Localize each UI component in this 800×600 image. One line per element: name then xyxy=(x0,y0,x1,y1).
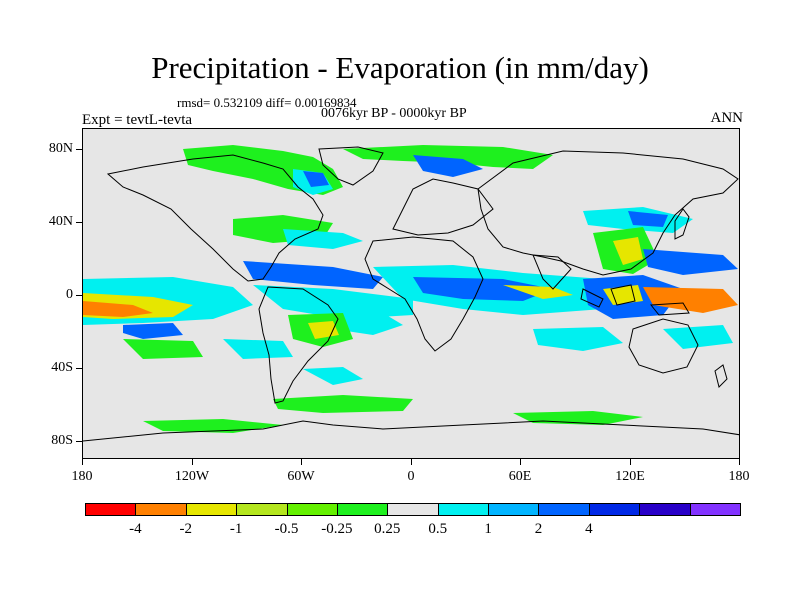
lon-label-0: 0 xyxy=(407,469,415,484)
world-map xyxy=(83,145,739,442)
lon-label-120e: 120E xyxy=(615,469,645,484)
lat-tick xyxy=(76,368,82,369)
colorbar-swatch xyxy=(689,503,741,516)
colorbar-label: -1 xyxy=(229,521,243,537)
field-io-yellow xyxy=(503,285,573,299)
field-hudson-blue xyxy=(303,171,329,187)
coast-new-guinea xyxy=(650,302,690,316)
coast-australia xyxy=(628,318,699,374)
field-mc-orange xyxy=(643,287,738,313)
colorbar-label: -2 xyxy=(179,521,193,537)
field-nwatlantic-cyan xyxy=(283,229,363,249)
field-arctic-green-2 xyxy=(343,145,553,169)
map-plot-area xyxy=(82,128,740,459)
field-atl-cyan xyxy=(253,285,413,319)
colorbar-swatch xyxy=(437,503,490,516)
lat-label-80n: 80N xyxy=(48,141,73,156)
colorbar-swatch xyxy=(387,503,439,516)
colorbar-label: 0.5 xyxy=(428,521,448,537)
lon-tick xyxy=(630,459,631,465)
coastlines xyxy=(83,146,739,442)
lat-label-80s: 80S xyxy=(51,433,73,448)
lat-tick xyxy=(76,149,82,150)
colorbar-swatch xyxy=(85,503,137,516)
colorbar-swatch xyxy=(488,503,540,516)
lat-label-40s: 40S xyxy=(51,360,73,375)
field-nwpac-blue xyxy=(643,249,738,275)
field-mc-yellow xyxy=(603,285,643,305)
colorbar-label: 1 xyxy=(484,521,492,537)
stats-subtitle: rmsd= 0.532109 diff= 0.00169834 xyxy=(177,95,357,110)
colorbar-label: 4 xyxy=(585,521,593,537)
field-sio-cyan xyxy=(533,327,623,351)
period-subtitle: 0076kyr BP - 0000kyr BP xyxy=(321,106,467,121)
experiment-label: Expt = tevtL-tevta xyxy=(82,112,193,128)
colorbar-swatch xyxy=(336,503,389,516)
lon-label-60w: 60W xyxy=(287,469,315,484)
colorbar-label: -0.5 xyxy=(274,521,299,537)
lon-tick xyxy=(739,459,740,465)
colorbar-label: 2 xyxy=(534,521,543,537)
coast-antarctica xyxy=(83,420,739,442)
colorbar-swatch xyxy=(135,503,187,516)
lon-tick xyxy=(301,459,302,465)
colorbar-swatch xyxy=(588,503,641,516)
field-kuroshio-blue xyxy=(628,211,668,227)
lon-tick xyxy=(520,459,521,465)
colorbar-swatch xyxy=(538,503,590,516)
field-so-green xyxy=(273,395,413,413)
field-so-cyan xyxy=(303,367,363,385)
lat-label-0: 0 xyxy=(66,287,73,302)
colorbar-label: -0.25 xyxy=(321,521,353,537)
lon-label-180w: 180 xyxy=(71,469,93,484)
coast-india xyxy=(532,254,572,290)
lat-tick xyxy=(76,222,82,223)
field-io-blue xyxy=(413,277,553,301)
season-label: ANN xyxy=(710,110,744,126)
lat-tick xyxy=(76,295,82,296)
lon-tick xyxy=(192,459,193,465)
coast-new-zealand xyxy=(714,364,728,388)
colorbar xyxy=(85,503,741,516)
field-atl-blue xyxy=(243,261,383,289)
lon-label-60e: 60E xyxy=(508,469,532,484)
colorbar-label: 0.25 xyxy=(374,521,401,537)
colorbar-swatch xyxy=(286,503,338,516)
field-satl-cyan xyxy=(223,339,293,359)
colorbar-swatch xyxy=(236,503,288,516)
coast-sumatra xyxy=(580,288,604,308)
field-spac-cyan xyxy=(663,325,733,349)
coast-greenland xyxy=(318,146,384,186)
anomaly-fields xyxy=(83,145,738,433)
field-epac-orange xyxy=(83,301,153,317)
field-epac-blue xyxy=(123,323,183,339)
colorbar-label: -4 xyxy=(129,521,142,537)
lon-label-180e: 180 xyxy=(728,469,750,484)
lon-tick xyxy=(411,459,412,465)
colorbar-swatch xyxy=(639,503,691,516)
lon-label-120w: 120W xyxy=(174,469,210,484)
coast-south-america xyxy=(258,286,339,404)
lat-tick xyxy=(76,441,82,442)
coast-asia xyxy=(477,150,739,276)
lat-label-40n: 40N xyxy=(48,214,73,229)
colorbar-swatch xyxy=(185,503,238,516)
chart-title: Precipitation - Evaporation (in mm/day) xyxy=(151,50,649,85)
coast-north-america xyxy=(106,154,324,282)
field-scandinavia-blue xyxy=(413,155,483,177)
lon-tick xyxy=(82,459,83,465)
field-china-yellow xyxy=(613,237,643,265)
coast-africa xyxy=(364,236,484,352)
coast-japan xyxy=(674,208,690,240)
coast-borneo xyxy=(610,284,636,306)
field-spc-green xyxy=(123,339,203,359)
coast-europe xyxy=(392,178,494,236)
